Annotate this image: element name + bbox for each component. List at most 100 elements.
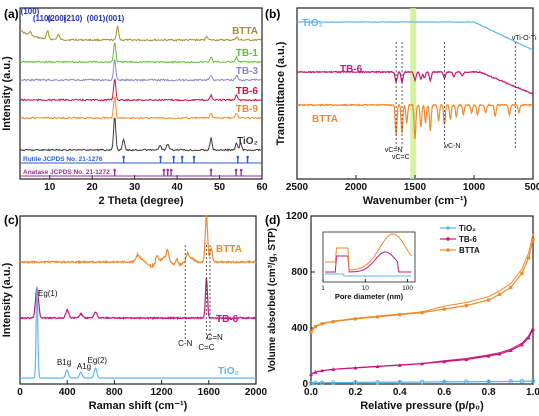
inset-x-tick-label: 10 bbox=[362, 285, 370, 292]
data-point-BTTA bbox=[520, 271, 524, 275]
panel-c-letter: (c) bbox=[4, 213, 19, 227]
panel-b-letter: (b) bbox=[265, 7, 280, 21]
y-tick-label-d: 800 bbox=[291, 267, 308, 278]
reference-marker bbox=[180, 155, 184, 159]
highlight-band bbox=[410, 8, 417, 179]
data-point-TiO2 bbox=[441, 379, 447, 385]
x-tick-label-c: 2000 bbox=[245, 387, 268, 398]
legend-label-BTTA: BTTA bbox=[459, 246, 480, 255]
legend-marker-TB-6 bbox=[446, 237, 450, 241]
data-point-TB-6 bbox=[397, 363, 402, 367]
data-point-TiO2 bbox=[519, 379, 525, 384]
annotation-cc: C=C bbox=[198, 343, 214, 352]
inset-frame bbox=[322, 231, 416, 283]
peak-label: (200) bbox=[48, 14, 67, 23]
y-axis-label-d: Volume absorbed (cm³/g, STP) bbox=[267, 228, 278, 372]
panel-a-letter: (a) bbox=[4, 7, 19, 21]
annotation-eg2: Eg(2) bbox=[88, 356, 108, 365]
data-point-TB-6 bbox=[309, 372, 313, 376]
reference-marker bbox=[162, 168, 166, 172]
reference-marker bbox=[166, 168, 170, 172]
peak-label: (110) bbox=[33, 14, 52, 23]
reference-label: Anatase JCPDS No. 21-1272 bbox=[23, 169, 110, 176]
data-point-TiO2 bbox=[464, 379, 469, 385]
data-point-TiO2 bbox=[330, 380, 336, 385]
data-point-TB-6 bbox=[486, 354, 491, 358]
x-tick-label-b: 2500 bbox=[286, 182, 309, 193]
legend-label-TB-6: TB-6 bbox=[459, 235, 477, 244]
peak-label: (001) bbox=[87, 14, 106, 23]
series-line-desorb-BTTA bbox=[310, 233, 534, 333]
series-label-BTTA: BTTA bbox=[232, 26, 258, 37]
data-point-BTTA bbox=[376, 315, 380, 319]
x-tick-label-d: 0.4 bbox=[393, 387, 407, 398]
x-tick-label-a: 30 bbox=[129, 182, 141, 193]
data-point-TB-6 bbox=[375, 364, 380, 369]
annotation-cen: C=N bbox=[207, 333, 223, 342]
y-tick-label-d: 400 bbox=[291, 323, 308, 334]
data-point-TiO2 bbox=[530, 378, 536, 384]
legend-marker-BTTA bbox=[446, 248, 450, 252]
data-point-TB-6 bbox=[519, 342, 524, 347]
data-point-TiO2 bbox=[308, 381, 314, 386]
peak-label: (210) bbox=[64, 14, 83, 23]
x-tick-label-b: 500 bbox=[525, 182, 539, 193]
x-tick-label-d: 1.0 bbox=[526, 387, 539, 398]
series-label-TB-9: TB-9 bbox=[236, 104, 259, 115]
series-line-BTTA bbox=[19, 25, 262, 42]
series-label-BTTA: BTTA bbox=[312, 114, 338, 125]
series-label-TiO2: TiO₂ bbox=[237, 136, 258, 147]
data-point-TiO2 bbox=[353, 380, 358, 385]
reference-marker bbox=[113, 168, 116, 172]
data-point-TB-6 bbox=[464, 357, 469, 362]
x-tick-label-a: 60 bbox=[256, 182, 268, 193]
data-point-TB-6 bbox=[531, 327, 535, 331]
x-tick-label-d: 0.8 bbox=[482, 387, 496, 398]
series-label-TB-6: TB-6 bbox=[340, 64, 363, 75]
data-point-TB-6 bbox=[313, 370, 318, 374]
data-point-BTTA bbox=[509, 285, 513, 289]
x-tick-label-b: 2000 bbox=[345, 182, 368, 193]
reference-marker bbox=[159, 155, 162, 159]
data-point-TiO2 bbox=[313, 380, 318, 386]
x-tick-label-d: 0.2 bbox=[348, 387, 362, 398]
data-point-TB-6 bbox=[442, 359, 447, 364]
inset-series-TiO2 bbox=[325, 273, 412, 277]
series-line-BTTA bbox=[19, 215, 257, 269]
series-line-TiO2 bbox=[19, 117, 262, 152]
legend-label-TiO2: TiO₂ bbox=[459, 224, 476, 233]
data-point-BTTA bbox=[498, 292, 502, 296]
annotation-tioti: νTi-O-Ti bbox=[512, 35, 537, 42]
series-line-TB-9 bbox=[19, 96, 262, 120]
x-tick-label-c: 1600 bbox=[198, 387, 221, 398]
x-tick-label-b: 1500 bbox=[404, 182, 427, 193]
x-tick-label-c: 1200 bbox=[150, 387, 173, 398]
data-point-BTTA bbox=[464, 304, 468, 308]
annotation-cn: C-N bbox=[178, 339, 192, 348]
series-line-TiO2 bbox=[296, 21, 534, 51]
series-line-TB-6 bbox=[310, 329, 534, 375]
series-line-TB-6 bbox=[296, 70, 533, 95]
reference-marker bbox=[234, 168, 238, 172]
series-label-TiO2: TiO₂ bbox=[302, 18, 323, 29]
data-point-BTTA bbox=[420, 311, 424, 315]
data-point-TiO2 bbox=[486, 379, 491, 384]
series-line-TB-6 bbox=[19, 277, 257, 321]
x-tick-label-a: 20 bbox=[87, 182, 99, 193]
panel-a-frame bbox=[19, 7, 263, 180]
x-axis-label-c: Raman shift (cm⁻¹) bbox=[89, 400, 188, 412]
annotation-c-n: νC-N bbox=[445, 143, 461, 150]
y-axis-label-b: Transmittance (a.u.) bbox=[275, 41, 287, 145]
panel-d: 0.0 0.2 0.4 0.6 0.8 1.0 0 400 800 1200 Relative pr… bbox=[267, 211, 539, 412]
annotation-eg1: Eg(1) bbox=[38, 289, 58, 298]
peak-label: (100) bbox=[21, 7, 40, 16]
series-label-TiO2: TiO₂ bbox=[218, 366, 239, 377]
data-point-BTTA bbox=[531, 238, 535, 242]
x-tick-label-a: 40 bbox=[172, 182, 184, 193]
series-line-desorb-TB-6 bbox=[310, 326, 534, 375]
inset-x-label: Pore diameter (nm) bbox=[335, 292, 404, 301]
y-axis-label-a: Intensity (a.u.) bbox=[1, 56, 13, 131]
series-line-TiO2 bbox=[20, 287, 256, 379]
series-label-TB-6: TB-6 bbox=[236, 86, 259, 97]
